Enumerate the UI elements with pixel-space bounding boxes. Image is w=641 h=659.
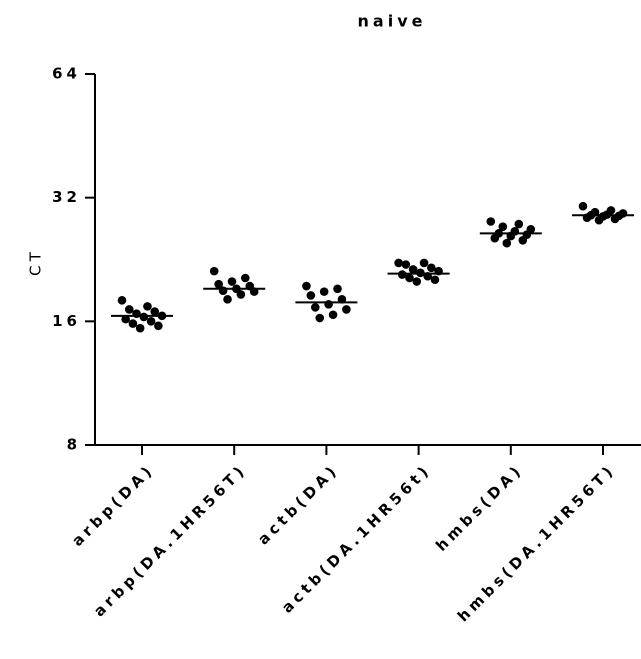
data-point [310, 303, 320, 312]
data-point [514, 219, 524, 229]
data-point [150, 307, 160, 316]
chart-title: naive [358, 12, 427, 31]
data-point [342, 305, 351, 314]
x-tick-label: actb(DA) [254, 460, 342, 548]
data-point [128, 319, 138, 328]
data-point [333, 284, 342, 294]
data-point [490, 233, 500, 243]
data-point [154, 321, 163, 331]
data-point [594, 215, 604, 225]
y-tick-label: 8 [67, 436, 81, 454]
data-point [430, 275, 440, 285]
data-point [394, 258, 403, 268]
data-point [405, 273, 414, 283]
x-tick-label: hmbs(DA) [432, 460, 527, 555]
y-tick-label: 64 [52, 65, 81, 83]
data-point [227, 277, 237, 286]
data-point [236, 290, 246, 299]
data-point [117, 296, 127, 305]
data-point [124, 305, 134, 314]
data-point [498, 222, 508, 231]
data-point [419, 258, 429, 268]
data-point [121, 314, 130, 324]
data-point [143, 302, 152, 311]
data-point [412, 277, 422, 286]
data-point [518, 235, 528, 245]
x-tick-label: arbp(DA) [68, 460, 158, 550]
data-point [502, 238, 512, 248]
data-point [146, 317, 156, 326]
data-point [214, 279, 223, 289]
data-point [223, 295, 232, 304]
data-point [241, 273, 250, 283]
data-point [209, 266, 219, 276]
data-point [315, 313, 325, 323]
data-point [328, 310, 338, 320]
data-point [486, 217, 496, 226]
data-point [610, 214, 620, 224]
data-point [427, 263, 436, 273]
data-point [302, 281, 311, 291]
x-tick-label: hmbs(DA.1HR56T) [454, 460, 619, 625]
data-point [218, 286, 228, 295]
y-tick-label: 16 [52, 312, 81, 330]
x-tick-label: arbp(DA.1HR56T) [90, 460, 250, 620]
data-point [135, 323, 145, 333]
data-point [306, 291, 316, 300]
data-point [578, 201, 588, 211]
data-point [401, 260, 411, 269]
data-point [319, 287, 329, 296]
y-axis-label: CT [27, 248, 45, 276]
data-point [408, 265, 418, 274]
y-tick-label: 32 [52, 188, 81, 206]
data-point [139, 312, 149, 322]
x-tick-label: actb(DA.1HR56t) [278, 460, 434, 616]
